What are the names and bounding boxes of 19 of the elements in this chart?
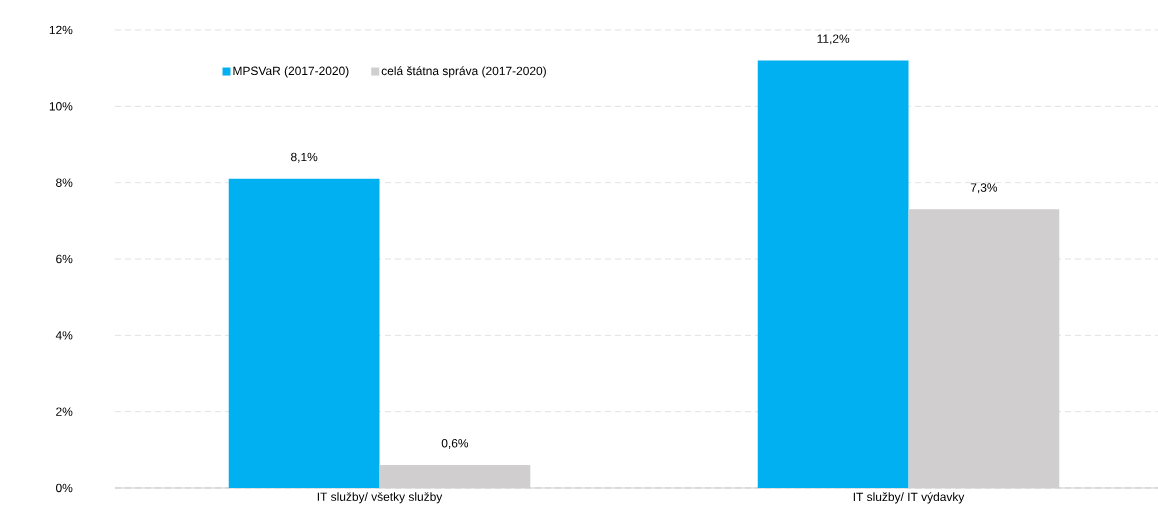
y-tick-label: 4% (55, 331, 73, 340)
data-label: 7,3% (970, 183, 998, 194)
bar (228, 178, 380, 488)
data-label: 11,2% (817, 34, 850, 45)
bar (379, 465, 531, 488)
x-tick-label: IT služby/ IT výdavky (853, 492, 965, 504)
y-tick-label: 10% (49, 102, 73, 111)
legend-label: MPSVaR (2017-2020) (233, 66, 349, 78)
y-tick-label: 8% (56, 178, 73, 187)
data-label: 0,6% (441, 439, 469, 449)
bar (757, 60, 909, 488)
x-tick-label: IT služby/ všetky služby (317, 492, 443, 504)
y-tick-label: 2% (56, 407, 73, 416)
bar (908, 209, 1060, 488)
y-tick-label: 0% (56, 483, 73, 493)
legend-label: celá štátna správa (2017-2020) (381, 66, 546, 78)
data-label: 8,1% (291, 152, 318, 163)
y-tick-label: 12% (49, 25, 73, 35)
y-tick-label: 6% (56, 254, 73, 264)
